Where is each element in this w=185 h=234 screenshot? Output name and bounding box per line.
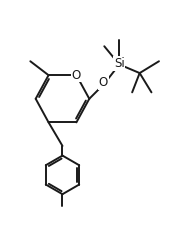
Text: Si: Si — [114, 57, 125, 70]
Text: O: O — [72, 69, 81, 82]
Text: O: O — [99, 76, 108, 89]
